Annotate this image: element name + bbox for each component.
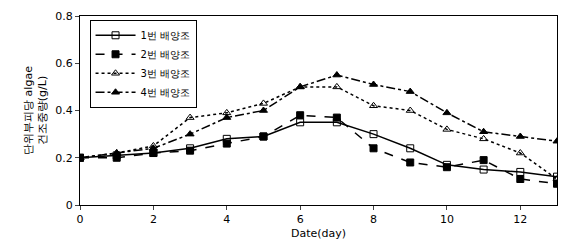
svg-text:1번 배양조: 1번 배양조 (141, 30, 191, 41)
svg-text:0.8: 0.8 (55, 10, 73, 23)
svg-text:0: 0 (66, 199, 73, 212)
svg-text:2번 배양조: 2번 배양조 (141, 49, 191, 60)
svg-text:0.2: 0.2 (55, 152, 73, 165)
svg-text:0.4: 0.4 (55, 104, 73, 117)
svg-text:0.6: 0.6 (55, 57, 73, 70)
svg-text:12: 12 (513, 213, 527, 226)
svg-text:단위부피당 algae건조중량(g/L): 단위부피당 algae건조중량(g/L) (22, 66, 49, 155)
svg-text:10: 10 (440, 213, 454, 226)
svg-text:2: 2 (150, 213, 157, 226)
svg-text:4번 배양조: 4번 배양조 (141, 87, 191, 98)
svg-text:6: 6 (297, 213, 304, 226)
svg-text:4: 4 (223, 213, 230, 226)
svg-text:8: 8 (370, 213, 377, 226)
svg-text:Date(day): Date(day) (291, 227, 346, 240)
svg-text:3번 배양조: 3번 배양조 (141, 68, 191, 79)
svg-text:0: 0 (77, 213, 84, 226)
